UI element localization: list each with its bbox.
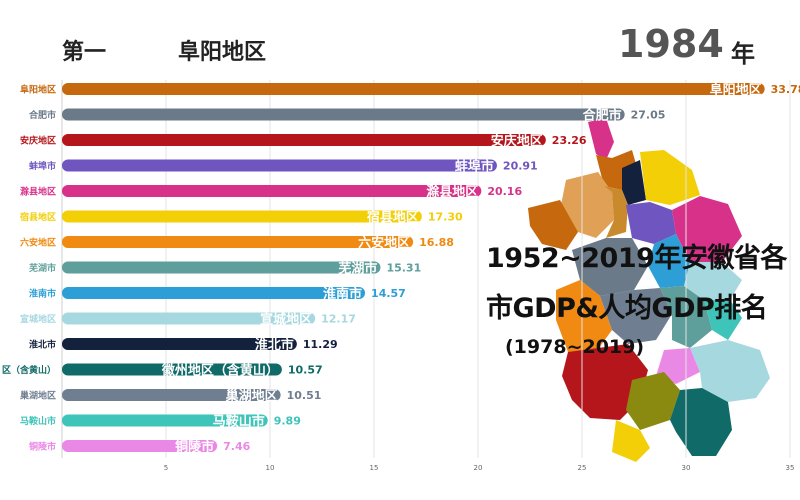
overlay-title-line1: 1952~2019年安徽省各 — [486, 243, 787, 274]
map-region — [656, 348, 700, 384]
data-label: 7.46 — [223, 440, 250, 453]
category-label: 合肥市 — [29, 109, 56, 121]
bar — [62, 108, 625, 121]
map-region — [622, 160, 646, 205]
map-region — [600, 288, 672, 344]
x-tick-label: 5 — [164, 464, 168, 472]
data-label: 11.29 — [303, 338, 338, 351]
x-tick-label: 10 — [266, 464, 275, 472]
bar-name-label: 宣城地区 — [260, 312, 312, 328]
x-tick-label: 25 — [578, 464, 587, 472]
bar — [62, 338, 297, 350]
data-label: 14.57 — [371, 287, 406, 300]
bar-name-label: 六安地区 — [358, 235, 410, 251]
category-label: 滁县地区 — [20, 186, 56, 198]
bar — [62, 312, 316, 325]
year-display: 1984 — [618, 22, 724, 66]
map-region — [572, 238, 648, 296]
x-tick-label: 15 — [370, 464, 379, 472]
x-tick-label: 30 — [682, 464, 691, 472]
map-region — [612, 420, 650, 462]
category-label: 阜阳地区 — [20, 84, 56, 96]
category-label: 马鞍山市 — [20, 415, 56, 427]
category-label: 芜湖市 — [29, 262, 56, 274]
category-label: 安庆地区 — [20, 135, 56, 147]
map-region — [684, 262, 742, 300]
category-label: 巢湖地区 — [19, 390, 56, 402]
data-label: 17.30 — [428, 211, 463, 224]
data-label: 12.17 — [321, 313, 356, 326]
bar — [62, 287, 366, 299]
data-label: 9.89 — [274, 415, 301, 428]
bar-name-label: 徽州地区（含黄山） — [161, 363, 279, 379]
bar-name-label: 阜阳地区 — [710, 82, 762, 98]
bar — [62, 363, 282, 376]
bar — [62, 159, 497, 172]
map-region — [626, 372, 680, 430]
year-unit: 年 — [731, 40, 755, 68]
map-region — [648, 234, 690, 288]
bar — [62, 134, 546, 146]
map-region — [672, 196, 742, 262]
leader-name: 阜阳地区 — [178, 40, 267, 65]
category-label: 宣城地区 — [20, 313, 56, 325]
bar-name-label: 淮南市 — [322, 286, 362, 302]
bar — [62, 83, 765, 95]
overlay-title-line2: 市GDP&人均GDP排名 — [486, 293, 768, 324]
bar-name-label: 淮北市 — [254, 337, 294, 353]
map-region — [560, 172, 614, 238]
bar — [62, 261, 381, 274]
map-region — [556, 280, 612, 352]
map-region — [604, 186, 628, 238]
category-label: 宿县地区 — [20, 211, 56, 223]
bar-name-label: 合肥市 — [583, 108, 622, 124]
bar-name-label: 芜湖市 — [338, 261, 377, 277]
bar-name-label: 宿县地区 — [367, 210, 419, 226]
category-label: 六安地区 — [20, 237, 56, 249]
bar — [62, 414, 268, 427]
map-region — [562, 344, 648, 420]
map-region — [690, 340, 770, 402]
map-region — [704, 300, 742, 340]
bar-name-label: 巢湖地区 — [225, 388, 278, 404]
category-label: 蚌埠市 — [29, 160, 56, 172]
data-label: 33.78 — [771, 83, 800, 96]
data-label: 20.16 — [487, 185, 522, 198]
map-region — [588, 118, 614, 160]
rank-label: 第一 — [62, 40, 107, 65]
bar-name-label: 马鞍山市 — [213, 414, 265, 430]
overlay-subtitle: (1978~2019) — [505, 336, 645, 358]
category-label: 淮南市 — [29, 288, 56, 300]
x-tick-label: 35 — [786, 464, 795, 472]
data-label: 10.51 — [287, 389, 322, 402]
data-label: 27.05 — [631, 109, 666, 122]
bar — [62, 236, 414, 248]
category-label: 区（含黄山） — [2, 364, 56, 376]
data-label: 16.88 — [419, 236, 454, 249]
bar-name-label: 滁县地区 — [426, 184, 478, 200]
bar-name-label: 铜陵市 — [174, 439, 214, 455]
category-label: 铜陵市 — [29, 441, 56, 453]
category-label: 淮北市 — [29, 339, 56, 351]
bar — [62, 210, 422, 223]
bar — [62, 185, 482, 197]
map-region — [640, 150, 700, 205]
data-label: 20.91 — [503, 160, 538, 173]
map-region — [528, 200, 578, 250]
map-region — [626, 202, 676, 244]
data-label: 15.31 — [386, 262, 421, 275]
bar-name-label: 蚌埠市 — [455, 159, 494, 175]
data-label: 10.57 — [288, 364, 323, 377]
x-tick-label: 20 — [474, 464, 483, 472]
data-label: 23.26 — [552, 134, 587, 147]
bar — [62, 389, 281, 401]
bar-name-label: 安庆地区 — [491, 133, 543, 149]
bar — [62, 440, 218, 452]
